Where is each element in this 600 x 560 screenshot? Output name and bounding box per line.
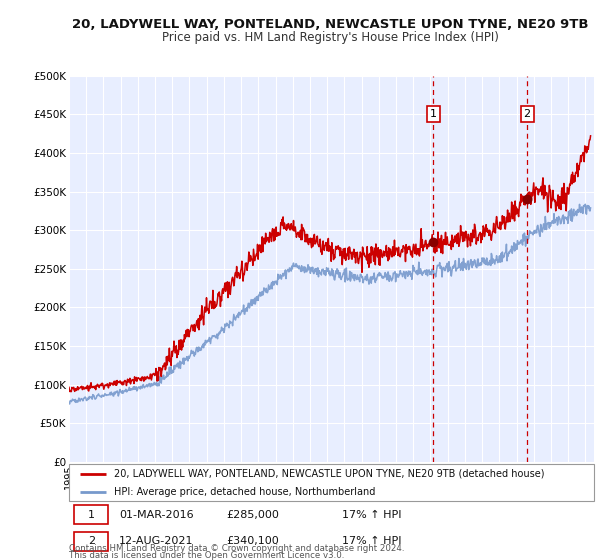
Text: 12-AUG-2021: 12-AUG-2021 — [119, 536, 193, 546]
Text: 17% ↑ HPI: 17% ↑ HPI — [342, 510, 401, 520]
Text: 01-MAR-2016: 01-MAR-2016 — [119, 510, 193, 520]
Text: 2: 2 — [524, 109, 531, 119]
Text: Contains HM Land Registry data © Crown copyright and database right 2024.: Contains HM Land Registry data © Crown c… — [69, 544, 404, 553]
Text: 17% ↑ HPI: 17% ↑ HPI — [342, 536, 401, 546]
Text: This data is licensed under the Open Government Licence v3.0.: This data is licensed under the Open Gov… — [69, 551, 344, 560]
Text: 2: 2 — [88, 536, 95, 546]
Text: £285,000: £285,000 — [227, 510, 280, 520]
Text: 20, LADYWELL WAY, PONTELAND, NEWCASTLE UPON TYNE, NE20 9TB (detached house): 20, LADYWELL WAY, PONTELAND, NEWCASTLE U… — [113, 469, 544, 479]
Text: 1: 1 — [430, 109, 437, 119]
Text: 20, LADYWELL WAY, PONTELAND, NEWCASTLE UPON TYNE, NE20 9TB: 20, LADYWELL WAY, PONTELAND, NEWCASTLE U… — [72, 18, 588, 31]
FancyBboxPatch shape — [74, 506, 109, 525]
Text: HPI: Average price, detached house, Northumberland: HPI: Average price, detached house, Nort… — [113, 487, 375, 497]
Text: £340,100: £340,100 — [227, 536, 279, 546]
FancyBboxPatch shape — [74, 531, 109, 550]
Text: 1: 1 — [88, 510, 95, 520]
FancyBboxPatch shape — [69, 464, 594, 501]
Text: Price paid vs. HM Land Registry's House Price Index (HPI): Price paid vs. HM Land Registry's House … — [161, 31, 499, 44]
